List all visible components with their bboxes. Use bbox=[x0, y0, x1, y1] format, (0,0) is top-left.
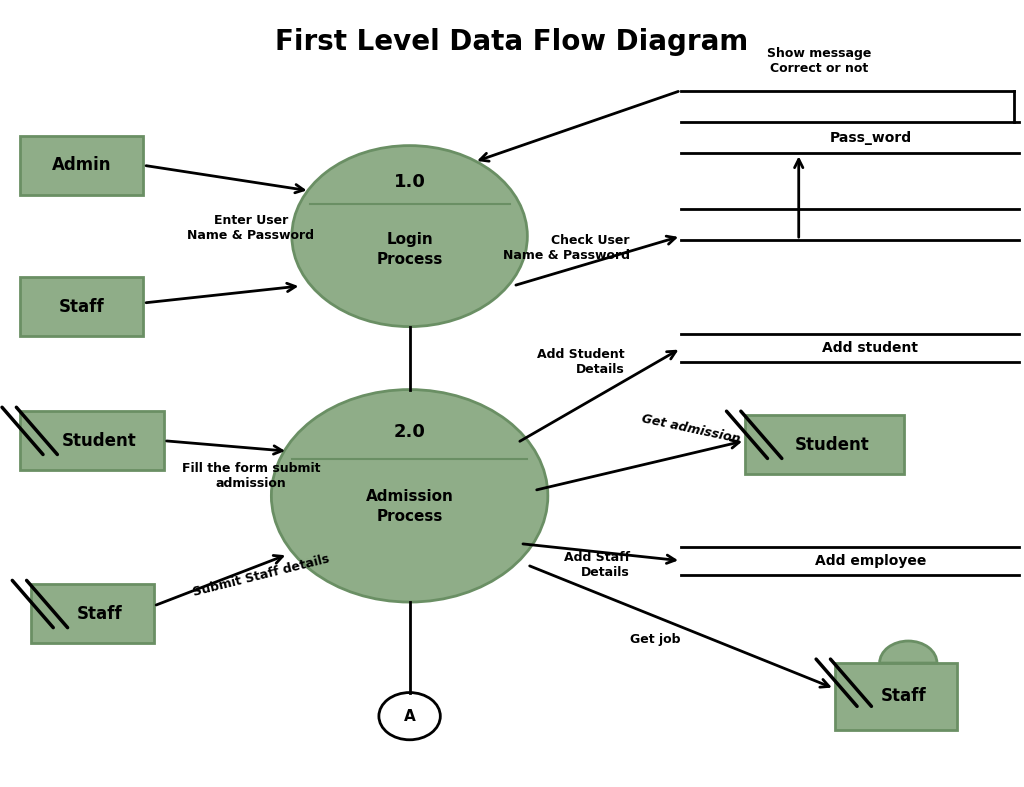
Text: A: A bbox=[403, 708, 416, 724]
Text: Add student: Add student bbox=[822, 342, 919, 355]
Text: 1.0: 1.0 bbox=[393, 173, 426, 190]
Text: Staff: Staff bbox=[77, 605, 122, 623]
Text: Add Staff
Details: Add Staff Details bbox=[563, 551, 630, 579]
Wedge shape bbox=[880, 641, 937, 663]
Text: Check User
Name & Password: Check User Name & Password bbox=[503, 234, 630, 262]
Text: Get job: Get job bbox=[630, 633, 680, 645]
Text: Student: Student bbox=[62, 432, 136, 449]
Circle shape bbox=[271, 390, 548, 602]
Text: Login
Process: Login Process bbox=[377, 232, 442, 267]
Text: Pass_word: Pass_word bbox=[829, 131, 911, 145]
Text: Get admission: Get admission bbox=[640, 412, 741, 445]
Text: Add employee: Add employee bbox=[815, 554, 926, 567]
Bar bbox=[20, 278, 143, 337]
Text: Show message
Correct or not: Show message Correct or not bbox=[767, 46, 871, 75]
Text: 2.0: 2.0 bbox=[393, 423, 426, 441]
Text: Staff: Staff bbox=[59, 298, 104, 316]
Text: Staff: Staff bbox=[881, 688, 926, 705]
Bar bbox=[745, 415, 904, 474]
Text: Student: Student bbox=[796, 436, 869, 453]
Bar bbox=[835, 663, 957, 730]
Bar bbox=[20, 411, 164, 470]
Text: First Level Data Flow Diagram: First Level Data Flow Diagram bbox=[275, 28, 749, 56]
Text: Add Student
Details: Add Student Details bbox=[537, 348, 625, 376]
Circle shape bbox=[292, 146, 527, 327]
Text: Fill the form submit
admission: Fill the form submit admission bbox=[181, 462, 321, 490]
Circle shape bbox=[379, 693, 440, 740]
Text: Admin: Admin bbox=[52, 157, 112, 174]
Bar bbox=[20, 135, 143, 194]
Text: Submit Staff details: Submit Staff details bbox=[191, 552, 331, 600]
Text: Enter User
Name & Password: Enter User Name & Password bbox=[187, 214, 314, 242]
Text: Admission
Process: Admission Process bbox=[366, 489, 454, 524]
Bar bbox=[31, 584, 154, 644]
